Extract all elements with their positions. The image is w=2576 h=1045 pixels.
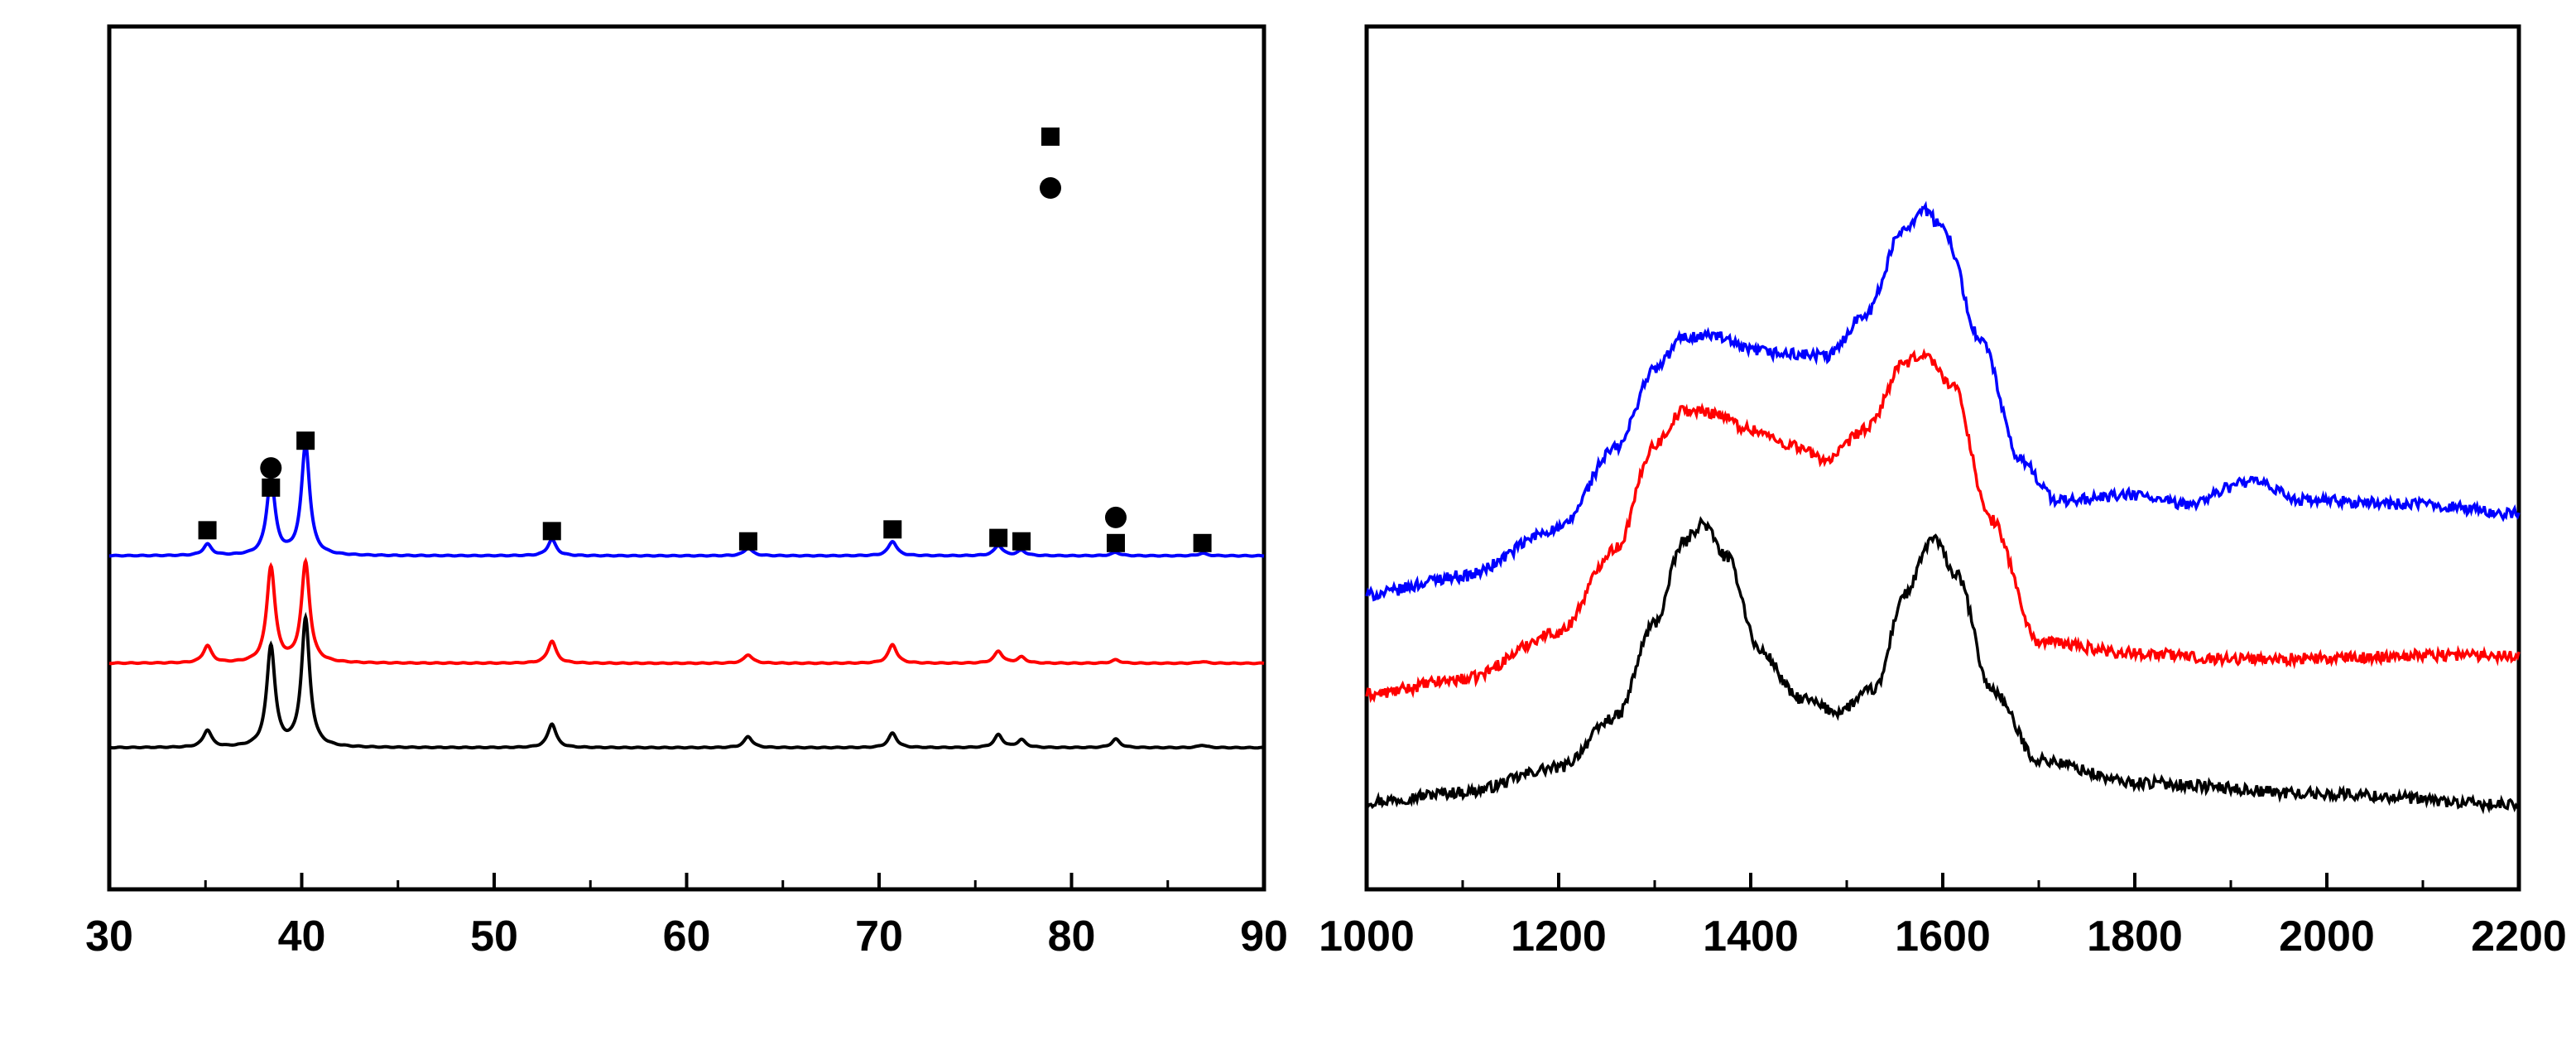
panel-a-legend <box>1040 128 1061 199</box>
x-tick-label: 1400 <box>1703 913 1799 961</box>
x-tick-label: 40 <box>278 913 326 961</box>
alpha-ti-marker <box>738 532 757 551</box>
panel-b-plot-frame <box>1364 24 2521 892</box>
legend-beta-ti-circle-icon <box>1040 177 1061 199</box>
raman-series-line <box>1365 348 2521 704</box>
x-tick-label: 2200 <box>2471 913 2567 961</box>
alpha-ti-marker <box>1106 533 1125 552</box>
xrd-series-line <box>109 438 1265 558</box>
xrd-series-line <box>108 556 1265 666</box>
raman-series-line <box>1365 200 2521 602</box>
legend-alpha-ti-square-icon <box>1041 128 1060 146</box>
x-tick-label: 60 <box>663 913 711 961</box>
xrd-series-line <box>108 611 1264 750</box>
alpha-ti-marker <box>542 522 561 541</box>
x-tick-label: 1200 <box>1511 913 1607 961</box>
x-tick-label: 1000 <box>1319 913 1415 961</box>
alpha-ti-marker <box>262 478 281 497</box>
beta-ti-marker <box>1104 506 1127 528</box>
x-tick-label: 2000 <box>2279 913 2375 961</box>
panel-a-xrd-chart: 30 40 50 60 70 80 90 <box>85 24 1288 961</box>
alpha-ti-marker <box>1012 532 1031 551</box>
x-tick-label: 50 <box>470 913 518 961</box>
x-tick-label: 1800 <box>2087 913 2183 961</box>
panel-a-plot-frame <box>107 24 1266 892</box>
raman-series-line <box>1365 516 2521 815</box>
x-tick-label: 1600 <box>1895 913 1991 961</box>
alpha-ti-marker <box>1193 533 1212 552</box>
panel-a-x-axis: 30 40 50 60 70 80 90 <box>85 873 1288 961</box>
x-tick-label: 80 <box>1048 913 1096 961</box>
panel-b-raman-chart: 1000 1200 1400 1600 1800 2000 2200 <box>1319 24 2567 961</box>
panel-b-curves <box>1365 200 2521 815</box>
panel-b-x-axis: 1000 1200 1400 1600 1800 2000 2200 <box>1319 873 2567 961</box>
beta-ti-marker <box>260 457 282 479</box>
x-tick-label: 30 <box>85 913 133 961</box>
panel-a-curves <box>108 438 1265 750</box>
panel-a-phase-markers <box>198 431 1212 552</box>
alpha-ti-marker <box>198 521 217 540</box>
x-tick-label: 70 <box>855 913 903 961</box>
alpha-ti-marker <box>989 528 1008 547</box>
alpha-ti-marker <box>296 431 315 450</box>
alpha-ti-marker <box>883 520 902 539</box>
x-tick-label: 90 <box>1240 913 1288 961</box>
